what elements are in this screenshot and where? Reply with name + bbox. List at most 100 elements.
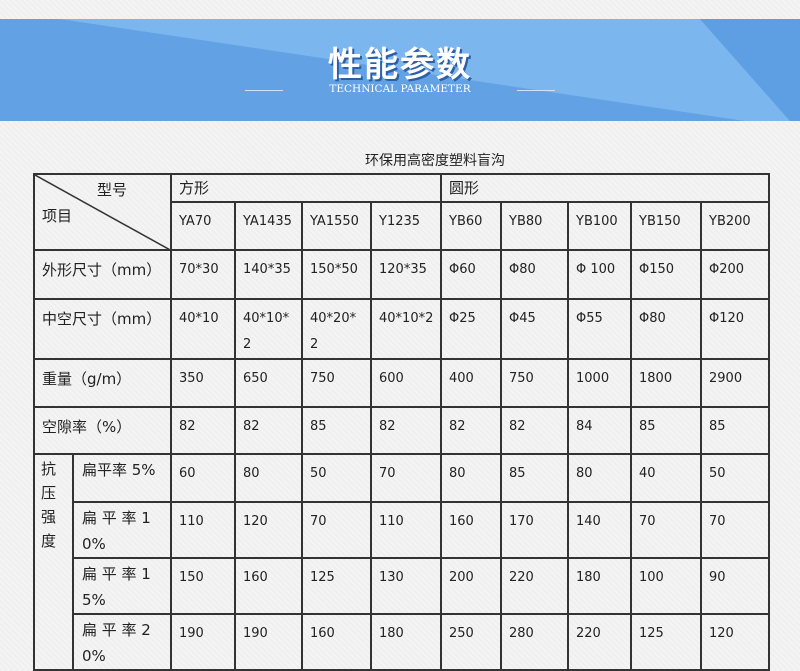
diagonal-line xyxy=(35,175,172,251)
table-cell: Φ150 xyxy=(630,249,703,300)
table-title: 环保用高密度塑料盲沟 xyxy=(365,153,505,169)
banner-subtitle: TECHNICAL PARAMETER xyxy=(329,83,471,95)
table-cell: 82 xyxy=(369,406,443,455)
row-label: 扁 平 率 15% xyxy=(72,557,172,615)
table-cell: 110 xyxy=(369,501,443,559)
model-header: YB60 xyxy=(440,201,503,251)
table-cell: 160 xyxy=(301,613,372,671)
table-cell: 140 xyxy=(567,501,633,559)
table-cell: 280 xyxy=(500,613,570,671)
table-cell: 180 xyxy=(369,613,443,671)
table-cell: 2900 xyxy=(700,358,771,408)
model-header: Y1235 xyxy=(369,201,443,251)
table-cell: 650 xyxy=(234,358,303,408)
table-cell: 50 xyxy=(301,453,372,503)
model-header: YA1550 xyxy=(301,201,372,251)
table-cell: 84 xyxy=(567,406,633,455)
model-header: YB80 xyxy=(500,201,570,251)
table-row: 重量（g/m） 350 650 750 600 400 750 1000 1800 2900 xyxy=(33,358,771,408)
table-cell: 40*20*2 xyxy=(301,298,372,360)
table-row: 扁 平 率 10% 110 120 70 110 160 170 140 70 70 xyxy=(34,501,771,559)
table-cell: Φ 100 xyxy=(567,249,633,300)
table-cell: 160 xyxy=(440,501,503,559)
table-cell: 60 xyxy=(170,453,236,503)
table-cell: 82 xyxy=(170,406,236,455)
table-cell: 70*30 xyxy=(170,249,236,300)
table-cell: 180 xyxy=(567,557,633,615)
table-cell: 190 xyxy=(234,613,303,671)
table-cell: 130 xyxy=(369,557,443,615)
table-cell: 200 xyxy=(440,557,503,615)
banner-title: 性能参数 xyxy=(328,45,472,85)
table-cell: 70 xyxy=(301,501,372,559)
table-cell: 82 xyxy=(500,406,570,455)
table-cell: 70 xyxy=(369,453,443,503)
group-header: 圆形 xyxy=(440,173,771,203)
row-label: 扁 平 率 10% xyxy=(72,501,172,559)
table-cell: Φ45 xyxy=(500,298,570,360)
table-cell: 750 xyxy=(301,358,372,408)
table-cell: 80 xyxy=(234,453,303,503)
table-cell: 220 xyxy=(567,613,633,671)
spec-table: 型号 项目 方形 圆形 YA70 YA1435 YA1550 Y1235 YB60 YB8… xyxy=(33,173,771,671)
table-cell: 50 xyxy=(700,453,771,503)
table-row: 外形尺寸（mm） 70*30 140*35 150*50 120*35 Φ60 Φ80 Φ 1… xyxy=(33,249,771,300)
model-header: YA70 xyxy=(170,201,236,251)
table-cell: 220 xyxy=(500,557,570,615)
table-cell: Φ80 xyxy=(630,298,703,360)
table-cell: 750 xyxy=(500,358,570,408)
table-cell: 80 xyxy=(440,453,503,503)
table-cell: 85 xyxy=(500,453,570,503)
table-cell: 40*10 xyxy=(170,298,236,360)
model-header: YB200 xyxy=(700,201,771,251)
row-label: 空隙率（%） xyxy=(33,406,172,455)
strength-group-label: 抗压强度 xyxy=(33,453,74,671)
model-header: YB150 xyxy=(630,201,703,251)
table-cell: 70 xyxy=(700,501,771,559)
table-cell: 600 xyxy=(369,358,443,408)
table-cell: 350 xyxy=(170,358,236,408)
table-row: 抗压强度 扁平率 5% 60 80 50 70 80 85 80 40 50 xyxy=(33,453,771,671)
table-cell: 80 xyxy=(567,453,633,503)
corner-header-cell: 型号 项目 xyxy=(33,173,172,251)
table-cell: 190 xyxy=(170,613,236,671)
table-row: 扁 平 率 15% 150 160 125 130 200 220 180 100 90 xyxy=(34,557,771,615)
table-cell: 125 xyxy=(630,613,703,671)
row-label: 扁 平 率 20% xyxy=(72,613,172,671)
table-cell: 150*50 xyxy=(301,249,372,300)
table-cell: 40 xyxy=(630,453,703,503)
group-header: 方形 xyxy=(169,173,443,203)
model-header: YA1435 xyxy=(234,201,303,251)
table-row: 中空尺寸（mm） 40*10 40*10*2 40*20*2 40*10*2 Φ25 Φ45… xyxy=(33,298,771,360)
table-cell: 70 xyxy=(630,501,703,559)
table-cell: 170 xyxy=(500,501,570,559)
table-cell: 125 xyxy=(301,557,372,615)
model-header: YB100 xyxy=(567,201,633,251)
table-cell: 250 xyxy=(440,613,503,671)
divider-line xyxy=(517,90,555,91)
table-cell: 85 xyxy=(700,406,771,455)
table-row: 空隙率（%） 82 82 85 82 82 82 84 85 85 xyxy=(33,406,771,455)
table-cell: 1000 xyxy=(567,358,633,408)
row-label: 重量（g/m） xyxy=(33,358,172,408)
row-label: 中空尺寸（mm） xyxy=(33,298,172,360)
row-label: 外形尺寸（mm） xyxy=(33,249,172,300)
header-banner: 性能参数 TECHNICAL PARAMETER xyxy=(0,19,800,121)
table-cell: 82 xyxy=(440,406,503,455)
table-cell: 1800 xyxy=(630,358,703,408)
table-cell: 85 xyxy=(301,406,372,455)
table-cell: 400 xyxy=(440,358,503,408)
table-cell: 160 xyxy=(234,557,303,615)
table-cell: 120 xyxy=(234,501,303,559)
table-cell: Φ200 xyxy=(700,249,771,300)
table-cell: 90 xyxy=(700,557,771,615)
table-cell: Φ120 xyxy=(700,298,771,360)
table-cell: 85 xyxy=(630,406,703,455)
table-cell: 40*10*2 xyxy=(369,298,443,360)
divider-line xyxy=(245,90,283,91)
table-cell: 110 xyxy=(170,501,236,559)
table-cell: 120*35 xyxy=(369,249,443,300)
table-cell: 140*35 xyxy=(234,249,303,300)
table-cell: Φ60 xyxy=(440,249,503,300)
table-cell: 150 xyxy=(170,557,236,615)
